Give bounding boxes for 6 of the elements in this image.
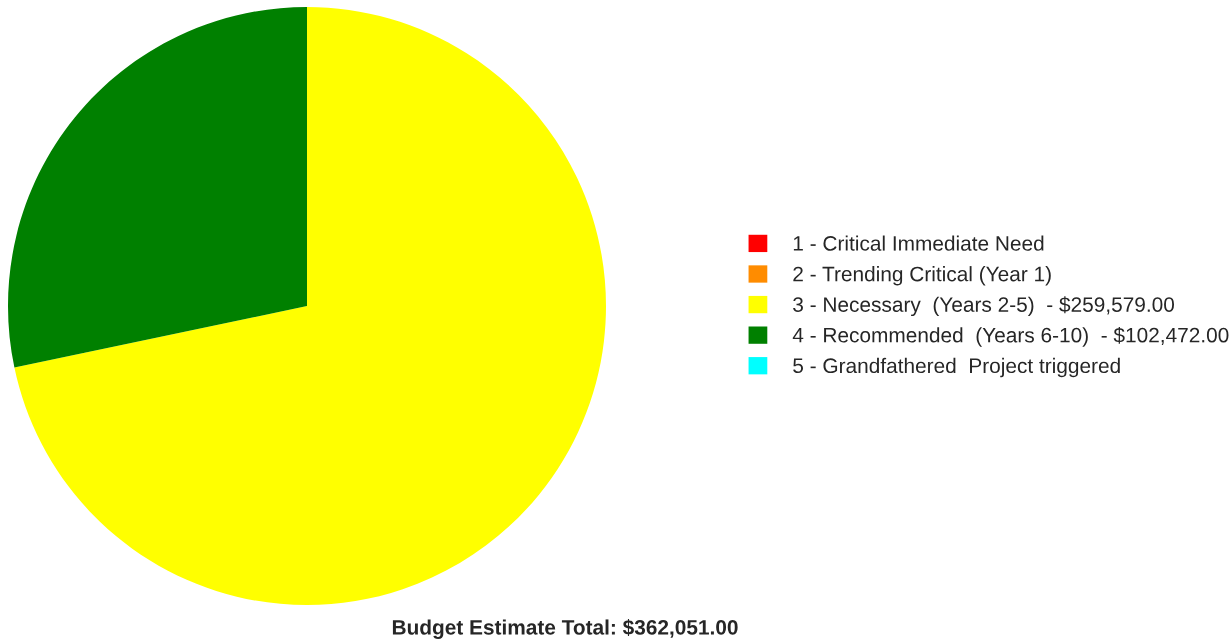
text: Budget Estimate Total: $362,051.00 bbox=[392, 619, 738, 639]
legend-label: 2 - Trending Critical (Year 1) bbox=[793, 266, 1051, 286]
legend-label: 4 - Recommended (Years 6-10) - $102,472.00 bbox=[792, 326, 1229, 347]
legend-label: 3 - Necessary (Years 2-5) - $259,579.00 bbox=[793, 296, 1175, 317]
legend-label: 1 - Critical Immediate Need bbox=[793, 235, 1044, 251]
legend-label: 5 - Grandfathered Project triggered bbox=[793, 357, 1120, 378]
